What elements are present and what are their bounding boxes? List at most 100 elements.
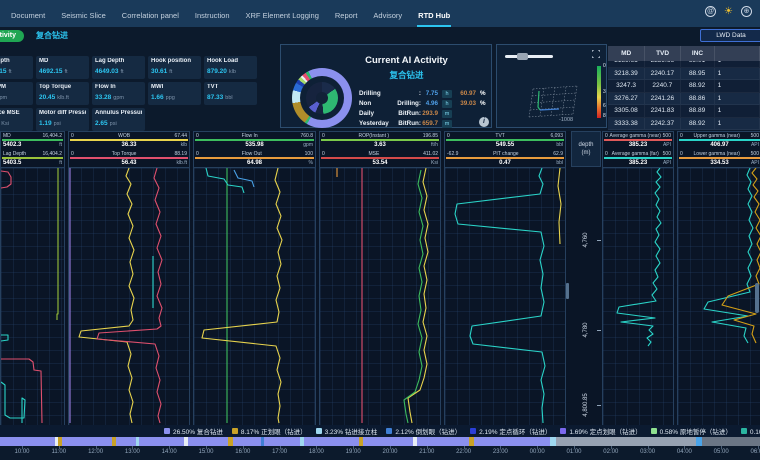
scale-unit: klb [180,142,187,148]
lwd-data-button[interactable]: LWD Data [700,29,760,42]
scale-value: 64.98 [246,160,262,166]
depth-axis-title: depth [578,142,594,148]
log-track-flow-in: 0 Flow In 760.8 535.98 gpm 0 Flow Out 100 64.98% [193,131,316,437]
legend-item[interactable]: 3.23% 钻进接立柱 [315,426,377,436]
globe-icon[interactable]: ⊕ [741,6,752,17]
menu-item-correlation-panel[interactable]: Correlation panel [121,11,179,20]
legend-item[interactable]: 1.69% 定点划眼（钻进） [560,426,642,436]
info-icon[interactable]: i [479,117,489,127]
view-slider[interactable] [505,53,553,60]
track-scale[interactable]: 0 WOB 67.44 36.33 klb [69,132,189,150]
lwd-cell-extra: 1 [714,105,760,118]
scale-max: 88.19 [174,151,187,157]
scale-range-row: MD 16,404.2 [1,132,64,139]
scale-max: 100 [304,151,313,157]
lwd-table-row[interactable]: 3218.39 2240.17 88.95 1 [608,67,760,80]
panel-divider-handle[interactable] [566,283,569,299]
scale-color-line [321,157,439,159]
time-label: 12:00 [88,449,104,455]
timeline-segment [139,437,184,446]
scale-min: 0 [447,133,450,139]
lwd-table-row[interactable]: 3333.38 2242.37 88.92 1 [608,117,760,130]
lwd-cell-extra: 1 [714,67,760,80]
scale-value: 334.53 [710,160,729,166]
menu-item-seismic-slice[interactable]: Seismic Slice [61,11,106,20]
time-tick [279,446,281,449]
scale-color-line [70,139,188,141]
legend-item[interactable]: 2.19% 定点循环（钻进） [470,426,551,436]
menu-item-advisory[interactable]: Advisory [373,11,403,20]
lwd-cell: 2241.26 [645,92,681,105]
menu-item-report[interactable]: Report [334,11,358,20]
stat-label-2: BitRun: [398,120,421,127]
ai-stat-row: Daily BitRun: 293.9 m [281,109,493,119]
menu-item-xrf-element-logging[interactable]: XRF Element Logging [245,11,319,20]
param-unit: Ksi [1,121,9,127]
track-scale[interactable]: 0 Top Torque 88.19 56.43 klb.ft [69,150,189,167]
track-plot-area [603,168,673,436]
track-scale[interactable]: MD 16,404.2 5402.3 ft [1,132,64,150]
scale-color-line [604,139,672,141]
time-tick [647,446,649,449]
legend-text: 8.17% 正划眼（钻进） [240,429,307,436]
menu-item-instruction[interactable]: Instruction [194,11,230,20]
time-tick [721,446,723,449]
track-scale[interactable]: 0 Average gamma (near) 500 385.23 API [603,132,673,150]
depth-axis-header: depth (m) [571,131,601,167]
legend-text: 0.58% 原地暂停（钻进） [659,429,732,436]
track-scale[interactable]: 0 Flow Out 100 64.98% [194,150,315,167]
track-scale[interactable]: 0 MSE 411.02 53.54 Ksi [320,150,440,167]
legend-item[interactable]: 26.50% 复合钻进 [164,426,223,436]
track-scale[interactable]: 0 Lower gamma (near) 500 334.53 API [678,150,760,167]
track-scale[interactable]: 0 ROP(Instant ) 196.85 3.63 ft/h [320,132,440,150]
param-unit: gpm [113,95,124,101]
legend-item[interactable]: 8.17% 正划眼（钻进） [231,426,307,436]
scale-min: 0 [196,151,199,157]
activity-timeline-strip[interactable] [0,437,760,446]
scale-value: 5402.3 [3,142,22,148]
lwd-cell: 3305.08 [608,105,646,118]
timeline-segment [116,437,136,446]
lwd-cell: 3276.27 [608,92,646,105]
legend-item[interactable]: 2.12% 倒划眼（钻进） [386,426,461,436]
track-curves [616,168,662,347]
depth-axis-column: depth (m) 4,760 4,780 4,800.85 [571,131,601,437]
log-track-average-gamma-near-: 0 Average gamma (near) 500 385.23 API 0 Averag… [602,131,674,437]
lwd-table-row[interactable]: 3305.08 2241.83 88.89 1 [608,105,760,118]
menu-item-rtd-hub[interactable]: RTD Hub [417,11,452,27]
log-track-wob: 0 WOB 67.44 36.33 klb 0 Top Torque 88.19 56.43 kl… [68,131,190,437]
track-scale[interactable]: 0 Average gamma (far) 500 385.23 API [603,150,673,167]
timeline-segment [300,437,304,446]
scale-min: 0 [322,133,325,139]
vertical-scrollbar-thumb[interactable] [755,283,759,313]
param-card: Surface MSE 28.44Ksi [0,108,33,131]
legend-item[interactable]: 0.58% 原地暂停（钻进） [650,426,732,436]
param-unit: ft [120,69,124,75]
activity-badge[interactable]: AI Activity [0,30,24,42]
lwd-table-row[interactable]: 3247.3 2240.7 88.92 1 [608,80,760,93]
param-label: MD [39,58,49,64]
track-scale[interactable]: 0 Flow In 760.8 535.98 gpm [194,132,315,150]
sun-icon[interactable]: ☀ [724,6,733,17]
stat-percent: 39.03 [460,100,476,107]
at-circle-icon[interactable]: @ [705,6,716,17]
wellbore-3d-view[interactable] [525,79,581,123]
stat-value: 7.75 [425,90,438,97]
track-scale[interactable]: 0 TVT 6,093 549.55 bbl [445,132,565,150]
track-scale[interactable]: Lag Depth 16,404.2 5403.5 ft [1,150,64,167]
slider-thumb[interactable] [517,53,528,60]
param-unit: ft [8,69,12,75]
legend-item[interactable]: 0.10% 停泵上提 [740,426,760,436]
fullscreen-icon[interactable] [592,50,600,58]
scale-value-row: 334.53 API [678,159,760,167]
depth-tick-label: 4,760 [583,232,589,248]
track-scale[interactable]: 0 Upper gamma (near) 500 406.97 API [678,132,760,150]
track-curves [201,168,283,424]
track-scale[interactable]: -62.9 PIT change 62.9 0.47 bbl [445,150,565,167]
scale-color-line [604,157,672,159]
param-card: TVT 87.33 bbl [204,82,257,105]
lwd-table-row[interactable]: 3276.27 2241.26 88.86 1 [608,92,760,105]
menu-item-document[interactable]: Document [11,11,46,20]
